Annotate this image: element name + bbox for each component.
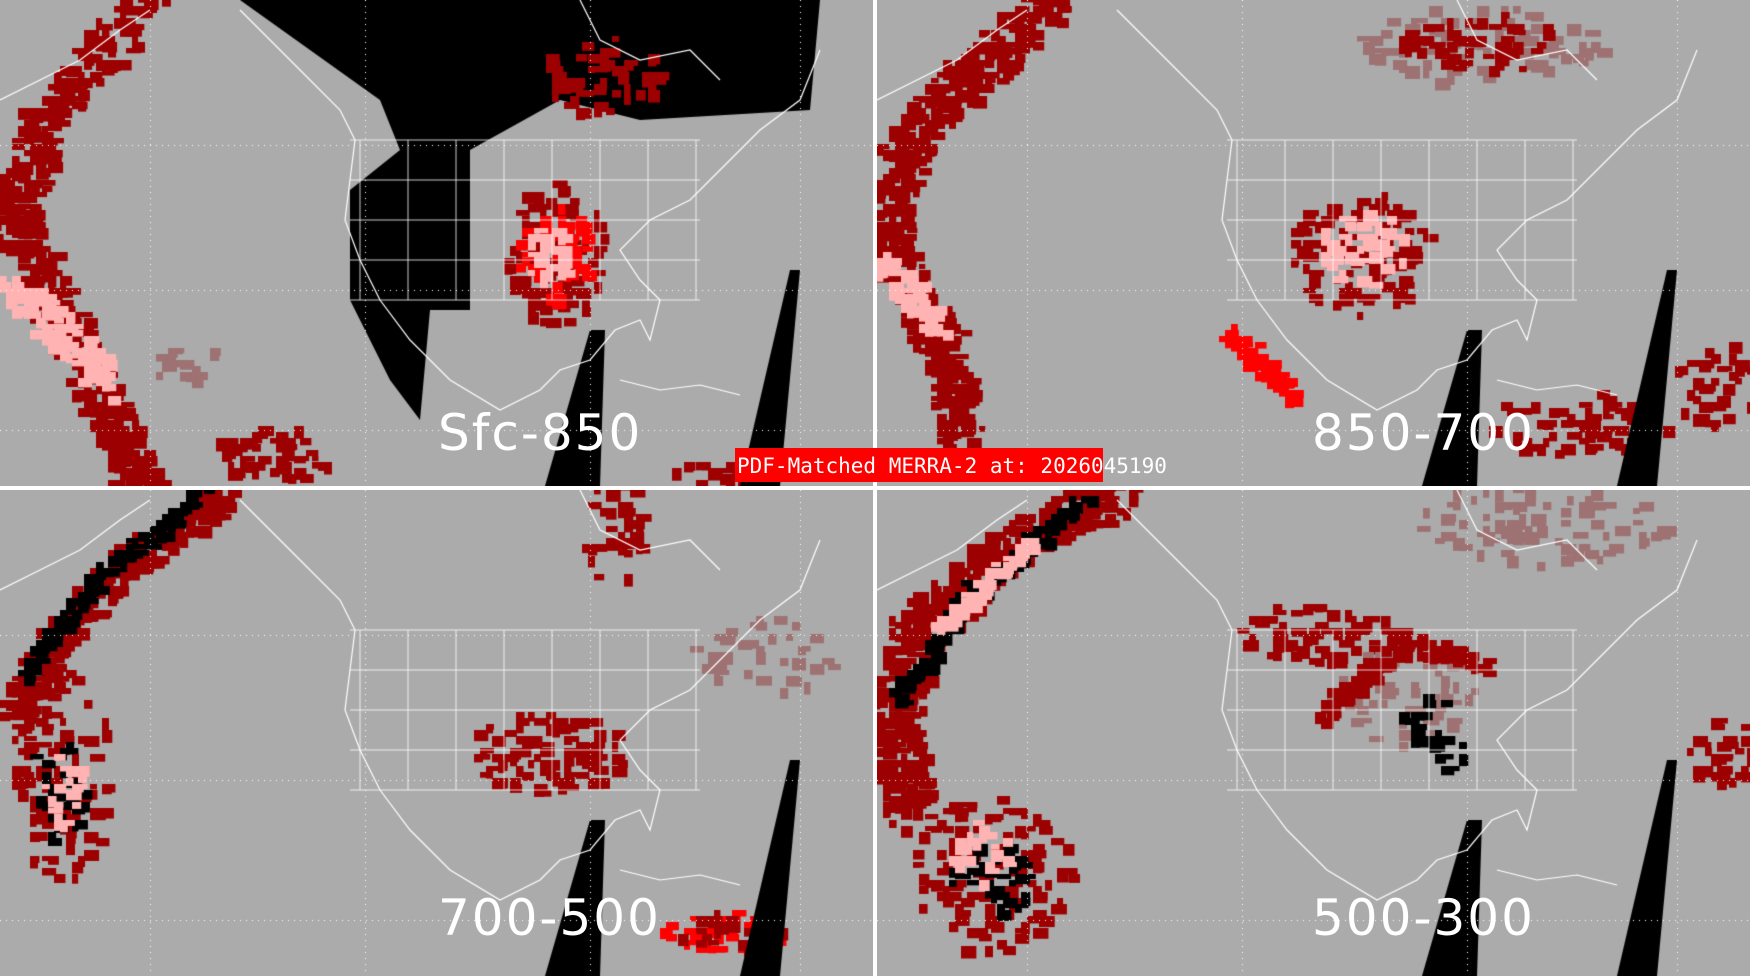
panel-label: 500-300 [1312,889,1535,947]
map-canvas [0,0,873,486]
panel-label: 700-500 [438,889,661,947]
map-panel-700-500: 700-500 [0,490,873,976]
map-panel-sfc-850: Sfc-850 [0,0,873,486]
map-panel-850-700: 850-700 [877,0,1750,486]
map-canvas [877,0,1750,486]
figure-title: PDF-Matched MERRA-2 at: 2026045190 [735,448,1167,482]
panel-label: 850-700 [1312,404,1535,462]
panel-label: Sfc-850 [438,404,643,462]
map-canvas [877,490,1750,976]
map-canvas [0,490,873,976]
map-panel-500-300: 500-300 [877,490,1750,976]
